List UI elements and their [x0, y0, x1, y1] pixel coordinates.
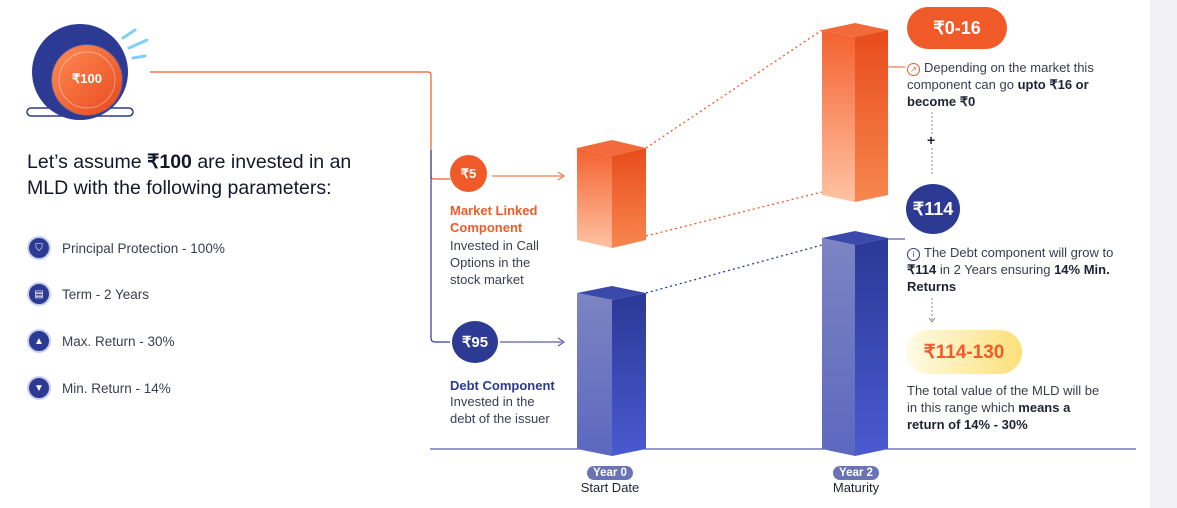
total-note-line1: The total value of the MLD will be — [907, 383, 1100, 398]
headline: Let’s assume ₹100 are invested in an MLD… — [27, 149, 387, 201]
debt-desc: Invested in the debt of the issuer — [450, 393, 550, 427]
param-label: Min. Return - 14% — [62, 380, 171, 396]
total-note-line2-bold: means a — [1018, 400, 1071, 415]
debt-note-amount: ₹114 — [907, 262, 937, 277]
coin-icon — [26, 24, 149, 120]
total-note: The total value of the MLD will be in th… — [907, 382, 1132, 433]
bar-market-year0 — [577, 140, 646, 248]
coin-label: ₹100 — [72, 71, 102, 86]
market-note-line1: Depending on the market this — [924, 60, 1094, 75]
arrow-up-icon: ▲ — [27, 329, 51, 353]
flow-line-market — [150, 71, 450, 180]
scroll-gutter — [1150, 0, 1177, 508]
market-note-line3: become ₹0 — [907, 94, 976, 109]
debt-title: Debt Component — [450, 378, 555, 393]
market-note: ↗ Depending on the market this component … — [907, 59, 1122, 110]
param-term: ▤ Term - 2 Years — [27, 281, 149, 307]
param-label: Principal Protection - 100% — [62, 240, 225, 256]
total-note-line2: in this range which — [907, 400, 1019, 415]
market-desc-line2: Options in the — [450, 255, 531, 270]
connector-debt — [645, 244, 823, 294]
param-min-return: ▼ Min. Return - 14% — [27, 375, 171, 401]
debt-note-mid: in 2 Years ensuring — [936, 262, 1055, 277]
connector-market-bottom — [645, 191, 823, 237]
debt-note-line1: The Debt component will grow to — [924, 245, 1114, 260]
debt-desc-line2: debt of the issuer — [450, 411, 550, 426]
debt-note: i The Debt component will grow to ₹114 in… — [907, 244, 1132, 295]
param-max-return: ▲ Max. Return - 30% — [27, 328, 175, 354]
debt-note-line3: Returns — [907, 279, 957, 294]
maturity-caption: Maturity — [832, 480, 880, 495]
timeline-start: Year 0 Start Date — [570, 464, 650, 495]
market-desc: Invested in Call Options in the stock ma… — [450, 237, 539, 288]
shield-icon: ⛉ — [27, 236, 51, 260]
timeline-end: Year 2 Maturity — [816, 464, 896, 495]
bar-market-year2 — [822, 23, 888, 202]
market-title-line2: Component — [450, 220, 523, 235]
param-label: Max. Return - 30% — [62, 333, 175, 349]
start-date-caption: Start Date — [580, 480, 640, 495]
arrow-down-icon: ▼ — [27, 376, 51, 400]
connector-market-top — [645, 29, 823, 149]
debt-note-min: 14% Min. — [1054, 262, 1110, 277]
param-principal: ⛉ Principal Protection - 100% — [27, 235, 225, 261]
total-pill-bg — [906, 330, 1022, 374]
calendar-icon: ▤ — [27, 282, 51, 306]
market-range-pill: ₹0-16 — [907, 7, 1007, 49]
debt-maturity-chip: ₹114 — [906, 184, 960, 234]
total-range-pill: ₹114-130 — [923, 341, 1005, 363]
plus-sign: + — [927, 132, 936, 148]
headline-prefix: Let’s assume — [27, 151, 147, 173]
year-2-pill: Year 2 — [833, 466, 879, 480]
chart-up-icon: ↗ — [907, 63, 920, 76]
flow-line-debt — [430, 150, 450, 343]
info-icon: i — [907, 248, 920, 261]
market-note-line2: component can go — [907, 77, 1018, 92]
headline-suffix: are invested in an MLD with the followin… — [27, 151, 352, 199]
headline-amount: ₹100 — [146, 151, 192, 173]
flow-diagram — [150, 23, 1136, 456]
param-label: Term - 2 Years — [62, 286, 150, 302]
market-desc-line3: stock market — [450, 272, 524, 287]
market-desc-line1: Invested in Call — [450, 238, 539, 253]
debt-amount-chip: ₹95 — [452, 321, 498, 363]
market-title: Market Linked Component — [450, 202, 537, 236]
total-note-line3: return of 14% - 30% — [907, 417, 1028, 432]
year-0-pill: Year 0 — [587, 466, 633, 480]
market-amount-chip: ₹5 — [450, 155, 487, 192]
market-title-line1: Market Linked — [450, 203, 538, 218]
debt-desc-line1: Invested in the — [450, 394, 535, 409]
bar-debt-year0 — [577, 286, 646, 456]
bar-debt-year2 — [822, 231, 888, 456]
market-note-line2-bold: upto ₹16 or — [1017, 77, 1089, 92]
